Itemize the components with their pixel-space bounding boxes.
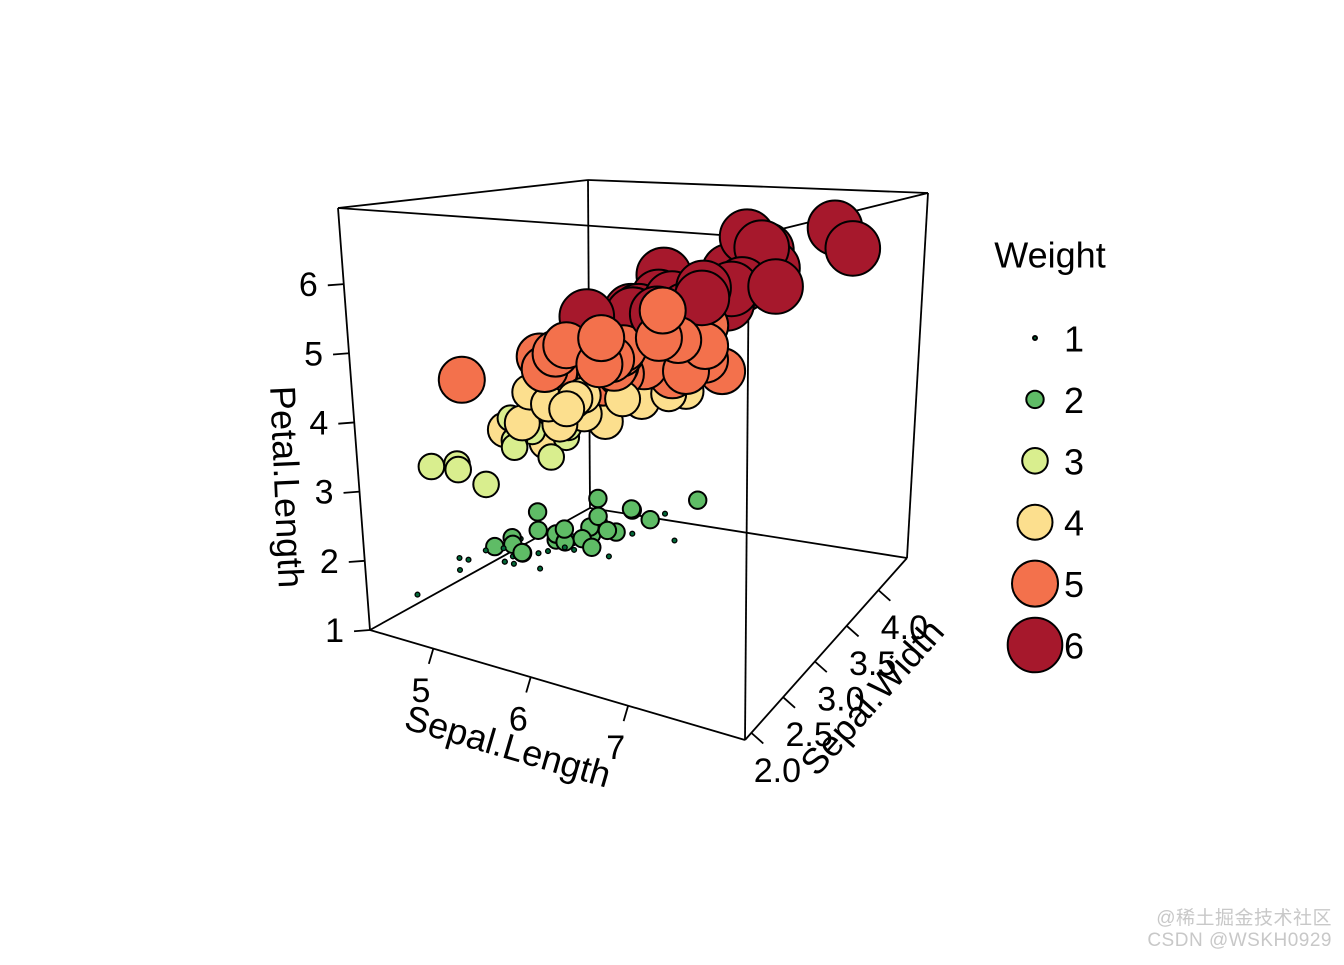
watermark: @稀土掘金技术社区 CSDN @WSKH0929 (1147, 908, 1332, 952)
y-tick-label: 2.5 (785, 716, 832, 754)
data-point (605, 553, 612, 560)
data-point (638, 286, 687, 335)
data-point (501, 558, 508, 565)
data-point (629, 530, 636, 537)
legend-marker (1025, 389, 1045, 410)
legend-marker (1032, 335, 1038, 341)
data-point (528, 520, 548, 540)
data-point (554, 519, 575, 539)
x-tick-label: 7 (606, 729, 625, 767)
z-tick-label: 5 (304, 335, 323, 373)
data-point (537, 565, 544, 572)
data-point (437, 355, 486, 404)
legend-title: Weight (994, 235, 1105, 276)
legend-label: 1 (1064, 319, 1084, 360)
data-point (671, 537, 678, 544)
box-edge (337, 179, 589, 209)
box-edge (337, 207, 750, 238)
y-tick-label: 4.0 (881, 609, 928, 647)
data-points (414, 199, 882, 598)
box-edge (587, 179, 929, 194)
data-point (512, 542, 532, 563)
data-point (414, 591, 421, 598)
legend-marker (1011, 559, 1059, 608)
data-point (571, 546, 578, 553)
data-point (465, 556, 472, 563)
data-point (510, 560, 517, 567)
legend-label: 2 (1064, 380, 1084, 421)
z-tick (327, 283, 344, 287)
data-point (548, 390, 586, 428)
y-tick-label: 3.5 (849, 645, 896, 683)
data-point (640, 510, 660, 530)
z-tick-label: 3 (315, 474, 334, 512)
watermark-line2: CSDN @WSKH0929 (1147, 930, 1332, 951)
data-point (544, 548, 552, 555)
legend-label: 3 (1064, 441, 1084, 482)
box-edge (369, 629, 746, 741)
z-tick-label: 1 (325, 612, 344, 650)
data-point (482, 547, 489, 554)
data-point (577, 314, 626, 363)
z-tick (338, 421, 355, 425)
box-edge (337, 207, 371, 631)
y-tick (877, 589, 891, 602)
z-tick-label: 2 (320, 543, 339, 581)
data-point (588, 506, 608, 526)
data-point (444, 455, 473, 484)
data-point (456, 554, 463, 562)
z-tick (353, 629, 371, 633)
data-point (747, 258, 804, 315)
y-tick (782, 696, 796, 709)
x-tick-label: 5 (411, 672, 430, 710)
x-tick (525, 676, 532, 693)
data-point (527, 502, 548, 522)
watermark-line1: @稀土掘金技术社区 (1156, 908, 1332, 929)
data-point (537, 443, 566, 471)
legend-marker (1006, 616, 1064, 674)
legend-label: 5 (1064, 564, 1084, 605)
legend-marker (1021, 447, 1049, 475)
z-tick-label: 6 (299, 266, 318, 304)
y-tick-label: 2.0 (754, 752, 801, 790)
box-edge (744, 557, 908, 741)
data-point (661, 510, 669, 517)
data-point (485, 536, 505, 557)
y-tick (814, 660, 828, 673)
data-point (456, 566, 464, 574)
x-tick-label: 6 (509, 700, 528, 738)
z-tick (348, 559, 365, 563)
data-point (588, 488, 608, 509)
y-tick-label: 3.0 (817, 680, 864, 718)
x-tick (427, 648, 435, 665)
legend-label: 6 (1064, 626, 1084, 667)
legend-label: 4 (1064, 503, 1084, 544)
y-tick (750, 732, 764, 745)
data-point (500, 545, 507, 552)
z-tick-label: 4 (309, 404, 328, 442)
z-tick (343, 490, 360, 494)
z-tick (332, 352, 350, 356)
data-point (472, 470, 500, 499)
y-tick (846, 625, 860, 638)
data-point (824, 220, 882, 277)
data-point (597, 520, 618, 541)
x-tick (622, 705, 629, 722)
z-axis-title: Petal.Length (262, 385, 312, 589)
legend (1006, 335, 1064, 674)
data-point (535, 550, 542, 557)
y-axis-title: Sepal.Width (792, 611, 952, 783)
data-point (688, 490, 708, 510)
data-point (582, 537, 602, 557)
legend-marker (1016, 503, 1054, 541)
data-point (417, 452, 446, 481)
data-point (621, 499, 642, 519)
box-edge (906, 192, 929, 559)
data-point (561, 544, 568, 551)
